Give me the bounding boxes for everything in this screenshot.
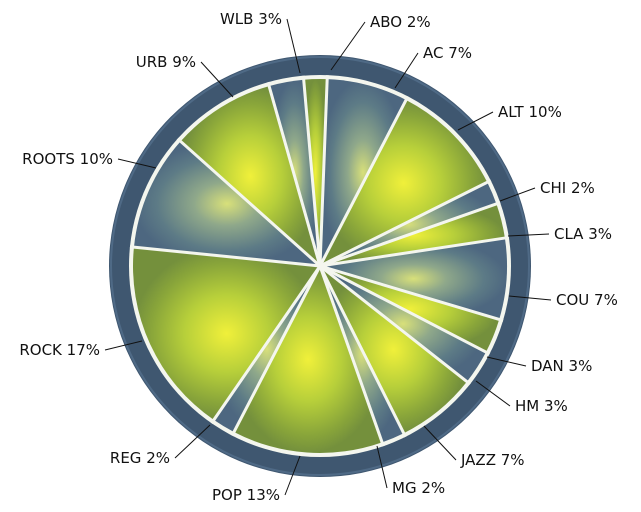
leader-line [475, 380, 511, 407]
slice-label: ABO 2% [370, 13, 431, 31]
slice-label: CLA 3% [554, 225, 612, 243]
slice-label: WLB 3% [220, 10, 282, 28]
slice-separator [319, 235, 510, 268]
slice-separator [318, 75, 329, 267]
slice-separator [318, 265, 385, 447]
slice-separator [230, 265, 322, 437]
pie-slice-jazz [320, 266, 467, 434]
leader-line [394, 52, 419, 89]
pie-slice-reg [213, 266, 320, 433]
leader-line [376, 445, 388, 489]
slice-separator [210, 265, 322, 425]
ring-highlight [110, 56, 530, 476]
pie-slice-ac [320, 79, 407, 266]
leader-line [117, 158, 157, 169]
slice-label: DAN 3% [531, 357, 592, 375]
slice-label: POP 13% [212, 486, 280, 504]
leader-line [174, 424, 211, 459]
slice-label: URB 9% [136, 53, 196, 71]
leader-line [508, 295, 552, 301]
slice-separator [319, 179, 492, 268]
slice-separator [319, 264, 491, 356]
pie-slice-pop [233, 266, 383, 453]
leader-line [486, 356, 527, 367]
pie-slice-rock [133, 247, 320, 420]
slice-label: MG 2% [392, 479, 445, 497]
slice-label: JAZZ 7% [460, 451, 525, 469]
slice-separator [319, 201, 501, 268]
pie-slice-alt [320, 99, 488, 266]
slice-separator [318, 265, 407, 438]
slice-separator [176, 137, 321, 268]
slice-separator [318, 95, 410, 267]
slice-separator [319, 264, 472, 386]
leader-line [200, 61, 234, 98]
pie-slice-dan [320, 266, 500, 353]
leader-line [286, 18, 301, 74]
leader-line [284, 455, 301, 496]
leader-line [423, 425, 457, 461]
slice-label: REG 2% [110, 449, 170, 467]
leader-line [330, 21, 366, 71]
pie-slice-urb [180, 86, 320, 266]
leader-line [457, 111, 494, 131]
slice-separator [129, 245, 321, 268]
slice-label: CHI 2% [540, 179, 595, 197]
slice-separator [266, 81, 322, 267]
leader-line [499, 187, 536, 202]
slice-label: ROCK 17% [19, 341, 100, 359]
pie-rim [129, 75, 511, 457]
pie-slice-cou [320, 238, 508, 320]
slice-separator [319, 264, 504, 323]
slice-label: ALT 10% [498, 103, 562, 121]
pie-slice-hm [320, 266, 487, 382]
slice-label: ROOTS 10% [22, 150, 113, 168]
slice-label: COU 7% [556, 291, 618, 309]
pie-slice-roots [133, 141, 320, 266]
slice-separator [301, 75, 322, 267]
slice-label: AC 7% [423, 44, 472, 62]
leader-line [104, 340, 143, 351]
leader-line [507, 233, 550, 237]
slice-separators [129, 75, 511, 457]
slice-label: HM 3% [515, 397, 568, 415]
slice-labels: ABO 2% AC 7% ALT 10% CHI 2% CLA 3% COU 7% DAN … [19, 10, 617, 504]
